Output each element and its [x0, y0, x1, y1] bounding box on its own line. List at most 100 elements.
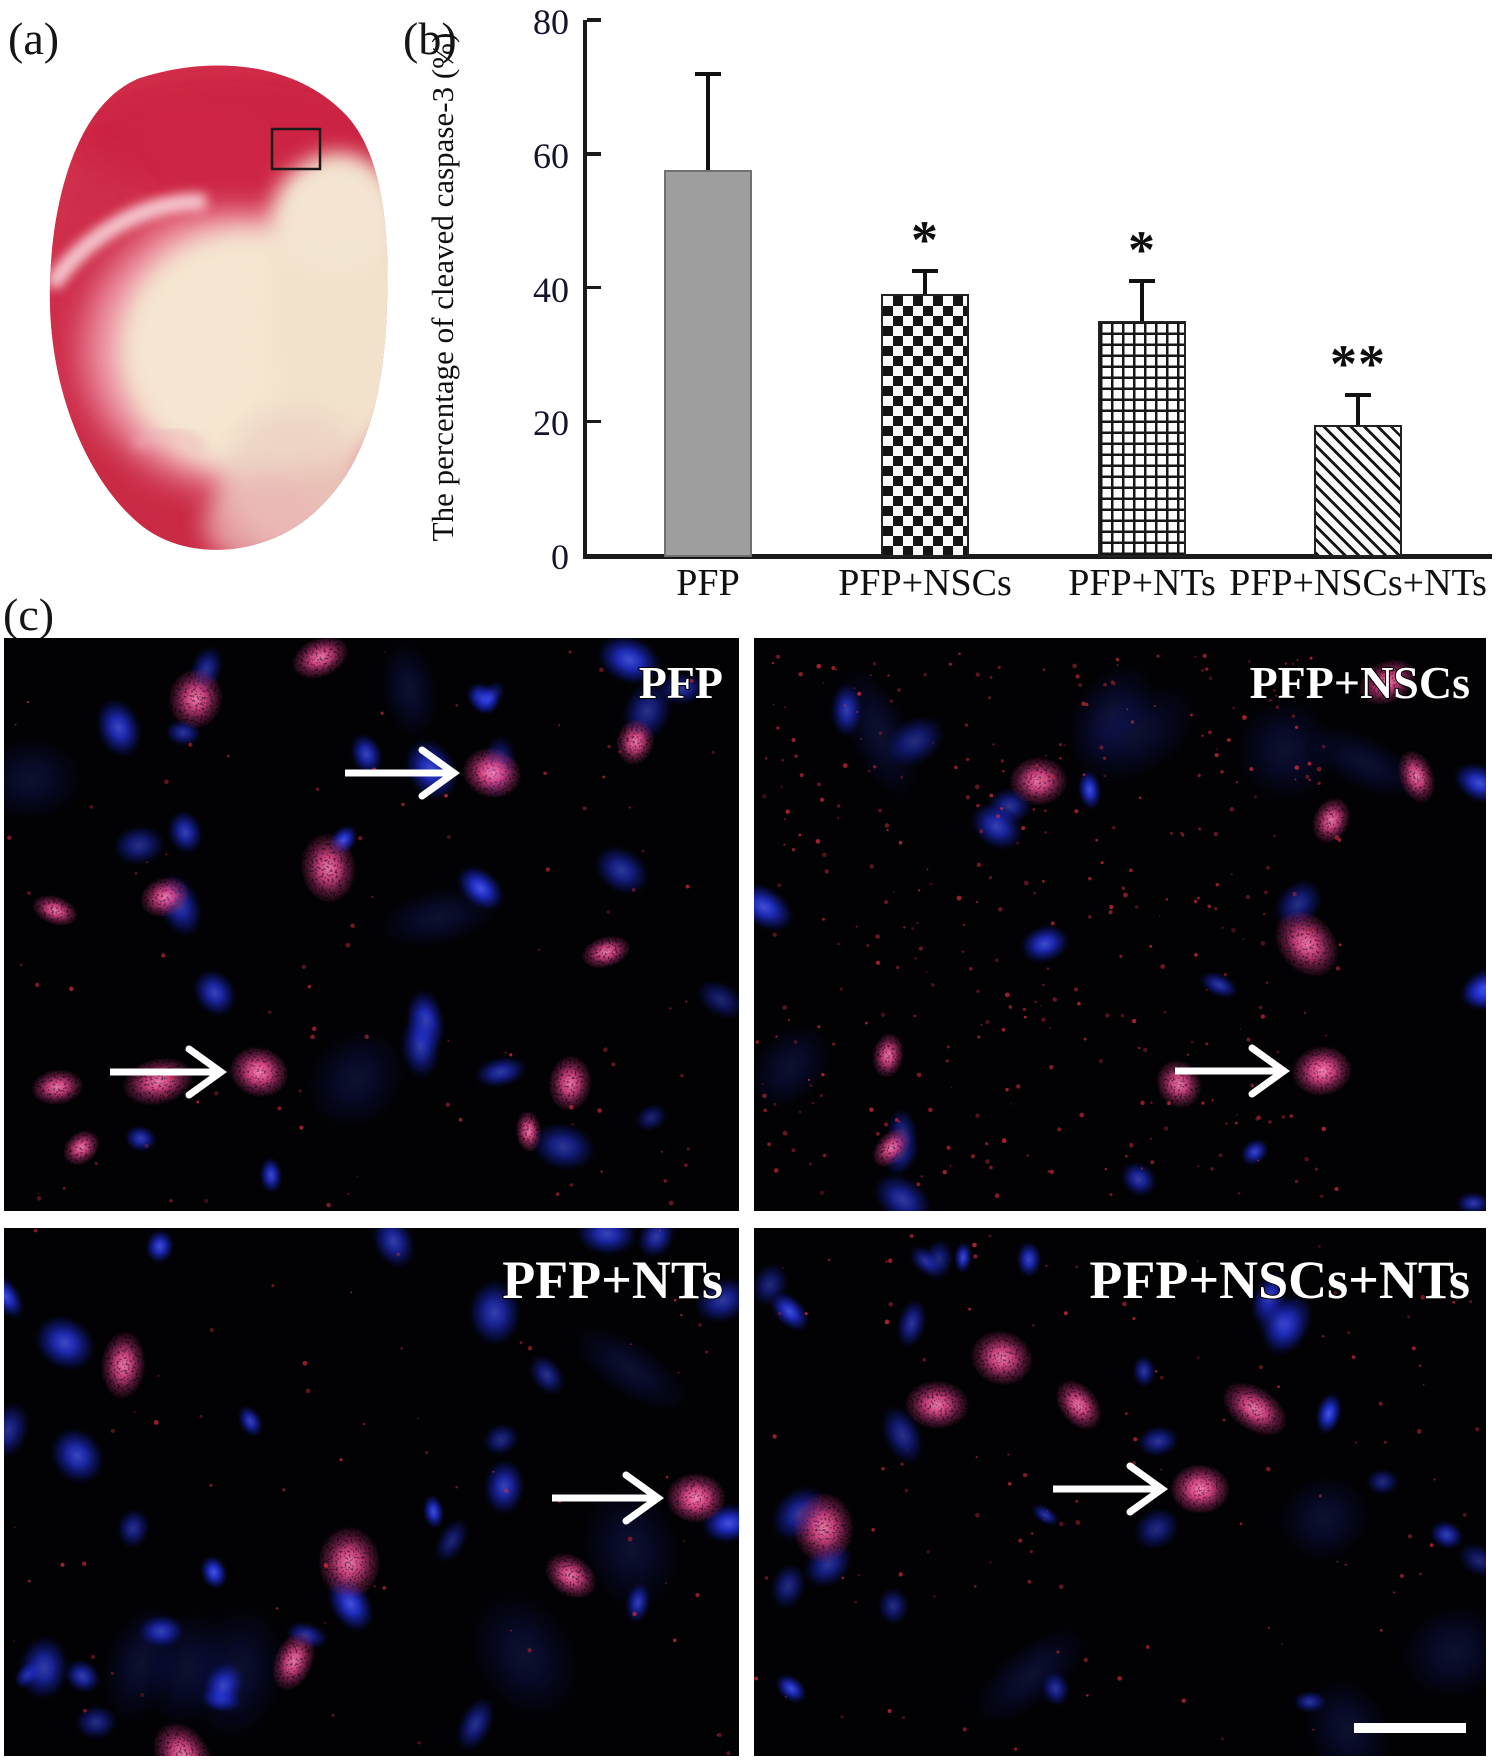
- blue-nucleus: [1030, 1503, 1060, 1527]
- red-speckle: [582, 806, 587, 811]
- red-speckle: [1035, 764, 1039, 768]
- panel-c-label: (c): [3, 589, 55, 640]
- red-speckle: [1210, 1167, 1214, 1171]
- red-speckle: [985, 1142, 989, 1146]
- blue-nucleus: [200, 1658, 247, 1714]
- red-speckle: [164, 1094, 168, 1098]
- red-speckle: [1072, 663, 1077, 669]
- x-tick-label: PFP+NSCs: [838, 562, 1012, 604]
- red-speckle: [871, 1527, 875, 1532]
- red-speckle: [917, 889, 921, 892]
- red-speckle: [923, 672, 928, 677]
- red-speckle: [606, 910, 611, 914]
- red-speckle: [883, 1122, 889, 1127]
- red-speckle: [783, 843, 786, 846]
- red-speckle: [1257, 1159, 1260, 1162]
- red-speckle: [962, 923, 966, 927]
- red-speckle: [858, 1574, 860, 1576]
- red-speckle: [1111, 825, 1116, 830]
- red-speckle: [36, 1196, 42, 1201]
- red-speckle: [916, 1072, 922, 1078]
- red-speckle: [837, 942, 840, 946]
- inset-rectangle-marker: [270, 127, 322, 171]
- red-speckle: [1029, 1550, 1033, 1553]
- blue-nucleus: [455, 864, 506, 913]
- arrow-target-nucleus: [462, 747, 522, 799]
- red-speckle: [1033, 891, 1036, 895]
- red-speckle: [913, 1014, 917, 1018]
- red-speckle: [865, 1021, 868, 1025]
- red-speckle: [323, 1563, 329, 1568]
- red-speckle: [1294, 725, 1299, 729]
- red-speckle: [989, 793, 994, 798]
- arrow-icon: [185, 1045, 227, 1099]
- red-speckle: [997, 665, 1001, 670]
- red-speckle: [1294, 778, 1297, 781]
- red-speckle: [791, 737, 796, 743]
- red-speckle: [1258, 684, 1262, 688]
- red-speckle: [1214, 753, 1219, 758]
- red-speckle: [989, 676, 993, 679]
- red-speckle: [1134, 905, 1139, 909]
- red-speckle: [819, 1094, 823, 1098]
- red-speckle: [157, 1375, 160, 1377]
- y-tick-label: 40: [533, 269, 569, 310]
- blue-nucleus: [135, 1613, 187, 1650]
- nucleus-smudge: [4, 733, 88, 825]
- red-speckle: [815, 839, 821, 844]
- y-tickmark: [587, 18, 601, 22]
- red-speckle: [686, 1147, 690, 1151]
- red-speckle: [1292, 891, 1297, 897]
- blue-nucleus: [4, 1400, 32, 1462]
- red-speckle: [1138, 796, 1142, 800]
- red-speckle: [417, 1417, 419, 1420]
- red-speckle: [1475, 1427, 1480, 1432]
- red-speckle: [19, 963, 23, 967]
- pink-nucleus: [272, 1631, 316, 1691]
- nucleus-smudge: [1063, 657, 1159, 771]
- red-speckle: [1197, 1356, 1200, 1359]
- red-speckle: [970, 1154, 976, 1159]
- red-speckle: [1220, 770, 1224, 774]
- blue-nucleus: [1077, 768, 1103, 812]
- red-speckle: [1044, 831, 1047, 834]
- red-speckle: [1103, 682, 1107, 687]
- red-speckle: [1032, 1324, 1035, 1327]
- red-speckle: [396, 1252, 401, 1257]
- red-speckle: [881, 1467, 885, 1471]
- red-speckle: [1042, 880, 1045, 883]
- red-speckle: [994, 1193, 1000, 1199]
- blue-nucleus: [481, 1422, 521, 1457]
- red-speckle: [1000, 759, 1005, 763]
- red-speckle: [904, 1488, 909, 1493]
- blue-nucleus: [1365, 1467, 1401, 1497]
- blue-nucleus: [1454, 1191, 1486, 1211]
- red-speckle: [1075, 1520, 1081, 1525]
- red-speckle: [1153, 705, 1156, 707]
- error-bar: [1356, 394, 1360, 425]
- red-speckle: [1163, 1126, 1169, 1131]
- red-speckle: [1083, 1037, 1087, 1041]
- red-speckle: [1110, 680, 1115, 685]
- red-speckle: [840, 1715, 844, 1719]
- red-speckle: [1419, 1572, 1422, 1576]
- red-speckle: [777, 883, 782, 888]
- pink-nucleus: [548, 1055, 592, 1112]
- red-speckle: [209, 1483, 213, 1487]
- red-speckle: [33, 1228, 38, 1233]
- red-speckle: [1078, 683, 1083, 688]
- red-speckle: [695, 1592, 700, 1598]
- red-speckle: [980, 1023, 983, 1026]
- red-speckle: [992, 743, 995, 746]
- nucleus-smudge: [1300, 722, 1429, 804]
- red-speckle: [1407, 1315, 1411, 1319]
- red-speckle: [1280, 1643, 1283, 1645]
- nucleus-smudge: [1395, 1600, 1486, 1705]
- red-speckle: [1379, 1629, 1383, 1632]
- blue-nucleus: [4, 1272, 26, 1320]
- red-speckle: [1018, 1538, 1023, 1543]
- red-speckle: [665, 1582, 667, 1584]
- blue-nucleus: [655, 671, 709, 707]
- red-speckle: [569, 1183, 573, 1187]
- red-speckle: [1208, 730, 1212, 735]
